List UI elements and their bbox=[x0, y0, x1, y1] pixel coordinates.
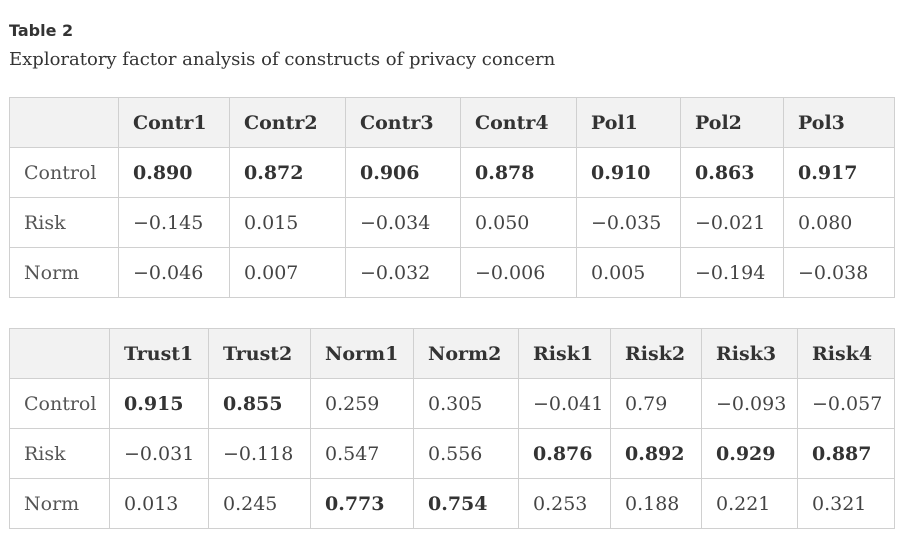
table-cell: 0.863 bbox=[680, 147, 784, 198]
table-row: Risk −0.145 0.015 −0.034 0.050 −0.035 −0… bbox=[9, 197, 895, 248]
table-cell: −0.021 bbox=[680, 197, 784, 248]
table-row: Risk −0.031 −0.118 0.547 0.556 0.876 0.8… bbox=[9, 428, 895, 479]
table-cell: 0.321 bbox=[797, 478, 895, 529]
table-row: Norm −0.046 0.007 −0.032 −0.006 0.005 −0… bbox=[9, 247, 895, 298]
table-cell: 0.005 bbox=[576, 247, 681, 298]
table-cell: 0.245 bbox=[208, 478, 311, 529]
table-cell: 0.773 bbox=[310, 478, 414, 529]
table-cell: −0.006 bbox=[460, 247, 577, 298]
header-cell: Norm1 bbox=[310, 328, 414, 379]
table-header-row: Contr1 Contr2 Contr3 Contr4 Pol1 Pol2 Po… bbox=[9, 97, 895, 148]
table-cell: 0.855 bbox=[208, 378, 311, 429]
table-cell: 0.221 bbox=[701, 478, 798, 529]
header-cell: Contr3 bbox=[345, 97, 461, 148]
row-label: Norm bbox=[9, 247, 119, 298]
table-cell: 0.754 bbox=[413, 478, 519, 529]
factor-table-top: Contr1 Contr2 Contr3 Contr4 Pol1 Pol2 Po… bbox=[9, 97, 895, 298]
table-cell: 0.890 bbox=[118, 147, 230, 198]
table-label: Table 2 bbox=[9, 21, 74, 40]
header-cell: Risk1 bbox=[518, 328, 611, 379]
table-cell: −0.038 bbox=[783, 247, 895, 298]
table-cell: −0.118 bbox=[208, 428, 311, 479]
table-cell: 0.878 bbox=[460, 147, 577, 198]
table-cell: −0.057 bbox=[797, 378, 895, 429]
table-cell: 0.876 bbox=[518, 428, 611, 479]
row-label: Control bbox=[9, 378, 110, 429]
table-row: Norm 0.013 0.245 0.773 0.754 0.253 0.188… bbox=[9, 478, 895, 529]
table-cell: 0.906 bbox=[345, 147, 461, 198]
header-cell: Pol1 bbox=[576, 97, 681, 148]
header-cell: Pol3 bbox=[783, 97, 895, 148]
table-cell: 0.305 bbox=[413, 378, 519, 429]
header-cell: Pol2 bbox=[680, 97, 784, 148]
table-cell: −0.145 bbox=[118, 197, 230, 248]
table-cell: 0.015 bbox=[229, 197, 346, 248]
table-cell: −0.046 bbox=[118, 247, 230, 298]
table-cell: 0.929 bbox=[701, 428, 798, 479]
table-cell: −0.194 bbox=[680, 247, 784, 298]
table-cell: −0.031 bbox=[109, 428, 209, 479]
table-caption: Exploratory factor analysis of construct… bbox=[9, 49, 556, 70]
table-cell: −0.032 bbox=[345, 247, 461, 298]
table-cell: 0.050 bbox=[460, 197, 577, 248]
table-cell: −0.034 bbox=[345, 197, 461, 248]
table-cell: −0.041 bbox=[518, 378, 611, 429]
table-cell: 0.007 bbox=[229, 247, 346, 298]
header-cell: Risk2 bbox=[610, 328, 702, 379]
table-cell: −0.093 bbox=[701, 378, 798, 429]
header-cell: Trust2 bbox=[208, 328, 311, 379]
table-cell: −0.035 bbox=[576, 197, 681, 248]
table-cell: 0.910 bbox=[576, 147, 681, 198]
table-cell: 0.259 bbox=[310, 378, 414, 429]
table-cell: 0.253 bbox=[518, 478, 611, 529]
table-cell: 0.547 bbox=[310, 428, 414, 479]
header-cell: Risk3 bbox=[701, 328, 798, 379]
table-cell: 0.013 bbox=[109, 478, 209, 529]
table-cell: 0.080 bbox=[783, 197, 895, 248]
table-cell: 0.872 bbox=[229, 147, 346, 198]
table-cell: 0.915 bbox=[109, 378, 209, 429]
table-header-row: Trust1 Trust2 Norm1 Norm2 Risk1 Risk2 Ri… bbox=[9, 328, 895, 379]
header-cell: Norm2 bbox=[413, 328, 519, 379]
row-label: Risk bbox=[9, 197, 119, 248]
table-cell: 0.79 bbox=[610, 378, 702, 429]
table-cell: 0.887 bbox=[797, 428, 895, 479]
header-cell bbox=[9, 328, 110, 379]
row-label: Norm bbox=[9, 478, 110, 529]
table-row: Control 0.915 0.855 0.259 0.305 −0.041 0… bbox=[9, 378, 895, 429]
header-cell: Contr2 bbox=[229, 97, 346, 148]
row-label: Risk bbox=[9, 428, 110, 479]
header-cell: Risk4 bbox=[797, 328, 895, 379]
table-row: Control 0.890 0.872 0.906 0.878 0.910 0.… bbox=[9, 147, 895, 198]
header-cell: Trust1 bbox=[109, 328, 209, 379]
factor-table-bottom: Trust1 Trust2 Norm1 Norm2 Risk1 Risk2 Ri… bbox=[9, 328, 895, 529]
table-cell: 0.556 bbox=[413, 428, 519, 479]
table-cell: 0.917 bbox=[783, 147, 895, 198]
header-cell: Contr1 bbox=[118, 97, 230, 148]
table-cell: 0.892 bbox=[610, 428, 702, 479]
row-label: Control bbox=[9, 147, 119, 198]
header-cell: Contr4 bbox=[460, 97, 577, 148]
header-cell bbox=[9, 97, 119, 148]
table-cell: 0.188 bbox=[610, 478, 702, 529]
